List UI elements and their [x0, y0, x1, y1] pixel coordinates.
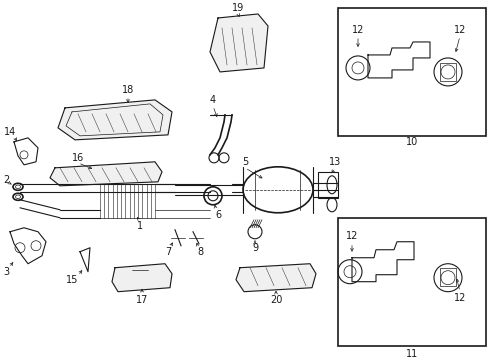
Text: 3: 3: [3, 267, 9, 277]
Text: 11: 11: [406, 348, 418, 359]
Text: 10: 10: [406, 137, 418, 147]
Text: 12: 12: [454, 25, 466, 35]
Polygon shape: [50, 162, 162, 186]
Text: 4: 4: [210, 95, 216, 105]
Text: 8: 8: [197, 247, 203, 257]
Bar: [338, 218, 486, 346]
Text: 16: 16: [72, 153, 84, 163]
Text: 20: 20: [270, 295, 282, 305]
Bar: [338, 8, 486, 136]
Text: 6: 6: [215, 210, 221, 220]
Polygon shape: [210, 14, 268, 72]
Text: 12: 12: [454, 293, 466, 303]
Polygon shape: [58, 100, 172, 140]
Text: 15: 15: [66, 275, 78, 285]
Polygon shape: [236, 264, 316, 292]
Text: 7: 7: [165, 247, 171, 257]
Bar: [440, 268, 456, 286]
Text: 12: 12: [346, 231, 358, 241]
Text: 14: 14: [4, 127, 16, 137]
Text: 2: 2: [3, 175, 9, 185]
Bar: [318, 172, 338, 198]
Polygon shape: [112, 264, 172, 292]
Text: 17: 17: [136, 295, 148, 305]
Text: 1: 1: [137, 221, 143, 231]
Bar: [440, 63, 456, 81]
Text: 5: 5: [242, 157, 248, 167]
Text: 12: 12: [352, 25, 364, 35]
Text: 9: 9: [252, 243, 258, 253]
Text: 19: 19: [232, 3, 244, 13]
Text: 18: 18: [122, 85, 134, 95]
Text: 13: 13: [329, 157, 341, 167]
